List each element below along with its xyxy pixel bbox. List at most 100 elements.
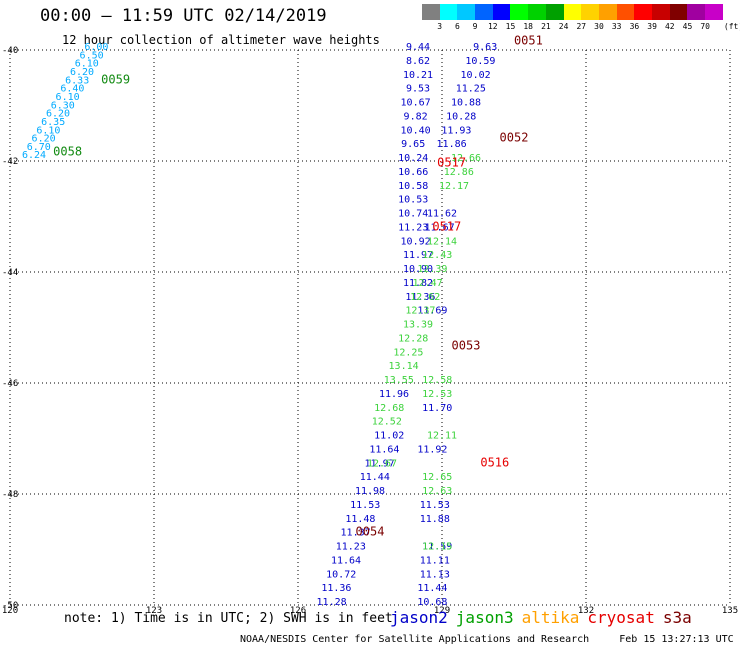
wave-height-label: 12.86 bbox=[444, 167, 474, 178]
wave-height-label: 11.59 bbox=[422, 542, 452, 553]
wave-height-label: 12.43 bbox=[422, 250, 452, 261]
color-swatch bbox=[705, 4, 723, 20]
color-swatch bbox=[651, 4, 670, 20]
wave-height-label: 12.11 bbox=[427, 431, 457, 442]
wave-height-label: 12.15 bbox=[422, 542, 452, 553]
color-swatch bbox=[492, 4, 511, 20]
wave-height-label: 12.53 bbox=[422, 389, 452, 400]
wave-height-label: 10.74 bbox=[398, 209, 428, 220]
wave-height-label: 10.40 bbox=[401, 125, 431, 136]
wave-height-label: 12.28 bbox=[398, 333, 428, 344]
wave-height-label: 10.53 bbox=[398, 195, 428, 206]
wave-height-label: 12.63 bbox=[422, 486, 452, 497]
latitude-tick-label: -48 bbox=[2, 490, 18, 500]
wave-height-label: 9.53 bbox=[406, 84, 430, 95]
pass-time-label: 0052 bbox=[500, 131, 529, 145]
footer: NOAA/NESDIS Center for Satellite Applica… bbox=[240, 634, 740, 645]
wave-height-label: 10.72 bbox=[326, 569, 356, 580]
color-scale-label: 12 bbox=[487, 22, 498, 31]
color-swatch bbox=[598, 4, 617, 20]
wave-height-label: 12.52 bbox=[372, 417, 402, 428]
longitude-tick-label: 132 bbox=[578, 606, 594, 616]
wave-height-label: 12.37 bbox=[405, 306, 435, 317]
pass-time-label: 0059 bbox=[101, 72, 130, 86]
color-swatch bbox=[634, 4, 652, 20]
wave-height-label: 11.02 bbox=[374, 431, 404, 442]
color-scale-label: 18 bbox=[523, 22, 534, 31]
wave-height-label: 11.23 bbox=[336, 542, 366, 553]
wave-height-label: 12.25 bbox=[393, 347, 423, 358]
color-swatch bbox=[475, 4, 493, 20]
wave-height-label: 11.62 bbox=[427, 209, 457, 220]
color-scale-label: (ft) bbox=[723, 22, 740, 31]
color-swatch bbox=[687, 4, 705, 20]
satellite-legend-altika: altika bbox=[521, 608, 580, 627]
wave-height-label: 11.11 bbox=[420, 555, 450, 566]
wave-height-label: 10.67 bbox=[401, 98, 431, 109]
wave-height-label: 9.82 bbox=[404, 111, 428, 122]
wave-height-label: 11.28 bbox=[317, 597, 347, 608]
color-swatch bbox=[457, 4, 476, 20]
wave-height-label: 6.30 bbox=[51, 100, 75, 111]
wave-height-label: 10.66 bbox=[398, 167, 428, 178]
pass-time-label: 0517 bbox=[432, 219, 461, 233]
pass-time-label: 0516 bbox=[480, 455, 509, 469]
pass-time-label: 0058 bbox=[53, 144, 82, 158]
wave-height-label: 6.20 bbox=[70, 67, 94, 78]
color-scale-label: 42 bbox=[664, 22, 675, 31]
satellite-legend-jason2: jason2 bbox=[390, 608, 448, 627]
wave-height-label: 13.39 bbox=[403, 320, 433, 331]
color-swatch bbox=[422, 4, 440, 20]
satellite-legend: jason2 jason3 altika cryosat s3a bbox=[390, 608, 700, 627]
latitude-tick-label: -42 bbox=[2, 157, 18, 167]
wave-height-label: 6.20 bbox=[32, 134, 56, 145]
color-scale-label: 30 bbox=[594, 22, 604, 31]
wave-height-label: 10.02 bbox=[461, 70, 491, 81]
wave-height-label: 11.64 bbox=[331, 555, 361, 566]
color-swatch bbox=[669, 4, 688, 20]
longitude-tick-label: 123 bbox=[146, 606, 162, 616]
wave-height-label: 11.37 bbox=[341, 528, 371, 539]
wave-height-label: 9.44 bbox=[406, 42, 430, 53]
pass-time-label: 0054 bbox=[356, 525, 385, 539]
wave-height-label: 11.53 bbox=[420, 500, 450, 511]
wave-height-label: 12.67 bbox=[367, 458, 397, 469]
color-scale-label: 3 bbox=[437, 22, 443, 31]
latitude-tick-label: -44 bbox=[2, 268, 18, 278]
longitude-tick-label: 135 bbox=[722, 606, 738, 616]
color-scale-label: 39 bbox=[647, 22, 657, 31]
wave-height-label: 11.36 bbox=[321, 583, 351, 594]
wave-height-label: 6.24 bbox=[22, 150, 46, 161]
wave-height-label: 10.90 bbox=[403, 264, 433, 275]
wave-height-label: 9.63 bbox=[473, 42, 497, 53]
wave-height-label: 6.40 bbox=[60, 84, 84, 95]
wave-height-label: 10.92 bbox=[401, 236, 431, 247]
wave-height-label: 11.44 bbox=[417, 583, 447, 594]
color-swatch bbox=[439, 4, 458, 20]
latitude-tick-label: -50 bbox=[2, 601, 18, 611]
wave-height-label: 13.14 bbox=[389, 361, 419, 372]
wave-height-label: 11.25 bbox=[456, 84, 486, 95]
wave-height-label: 11.96 bbox=[379, 389, 409, 400]
wave-height-label: 12.66 bbox=[451, 153, 481, 164]
wave-height-label: 11.44 bbox=[360, 472, 390, 483]
color-scale-label: 33 bbox=[611, 22, 622, 31]
color-swatch bbox=[581, 4, 599, 20]
color-swatch bbox=[528, 4, 546, 20]
units-note: note: 1) Time is in UTC; 2) SWH is in fe… bbox=[64, 611, 393, 626]
color-scale-label: 24 bbox=[558, 22, 569, 31]
wave-height-label: 11.82 bbox=[403, 278, 433, 289]
longitude-tick-label: 120 bbox=[2, 606, 18, 616]
wave-height-label: 10.21 bbox=[403, 70, 433, 81]
wave-height-label: 9.65 bbox=[401, 139, 425, 150]
latitude-tick-label: -46 bbox=[2, 379, 18, 389]
wave-height-label: 11.67 bbox=[425, 222, 455, 233]
wave-height-label: 6.10 bbox=[56, 92, 80, 103]
color-swatch bbox=[616, 4, 635, 20]
wave-height-label: 11.86 bbox=[437, 139, 467, 150]
color-scale-label: 27 bbox=[576, 22, 587, 31]
wave-height-label: 11.36 bbox=[405, 292, 435, 303]
wave-height-label: 10.58 bbox=[398, 181, 428, 192]
